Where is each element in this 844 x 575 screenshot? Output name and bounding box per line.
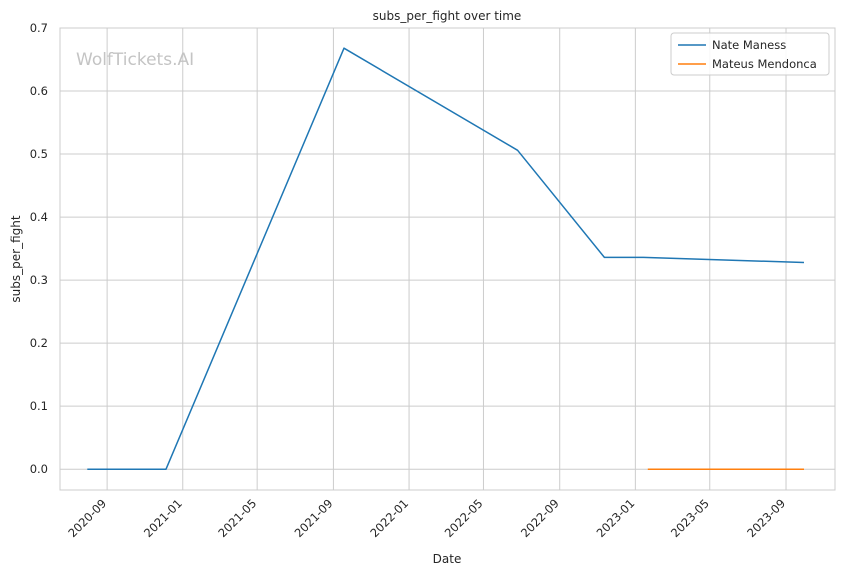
y-tick-label: 0.5 [30, 147, 48, 161]
y-tick-label: 0.6 [30, 84, 48, 98]
legend-entry: Nate Maness [712, 38, 786, 52]
legend-entry: Mateus Mendonca [712, 57, 817, 71]
legend: Nate Maness Mateus Mendonca [670, 32, 830, 76]
chart-title: subs_per_fight over time [373, 9, 522, 23]
y-axis-label: subs_per_fight [9, 215, 23, 302]
watermark: WolfTickets.AI [76, 50, 194, 70]
y-tick-label: 0.0 [30, 462, 48, 476]
y-tick-label: 0.4 [30, 210, 48, 224]
grid-lines [60, 27, 835, 490]
legend-box [670, 32, 830, 76]
series-line [87, 47, 805, 470]
y-tick-label: 0.1 [30, 399, 48, 413]
series-group [87, 47, 805, 470]
y-tick-label: 0.7 [30, 21, 48, 35]
plot-frame [59, 27, 836, 491]
y-tick-label: 0.3 [30, 273, 48, 287]
y-tick-label: 0.2 [30, 336, 48, 350]
y-axis-ticks: 0.0 0.1 0.2 0.3 0.4 0.5 0.6 0.7 [30, 21, 48, 476]
x-axis-label: Date [433, 552, 462, 566]
